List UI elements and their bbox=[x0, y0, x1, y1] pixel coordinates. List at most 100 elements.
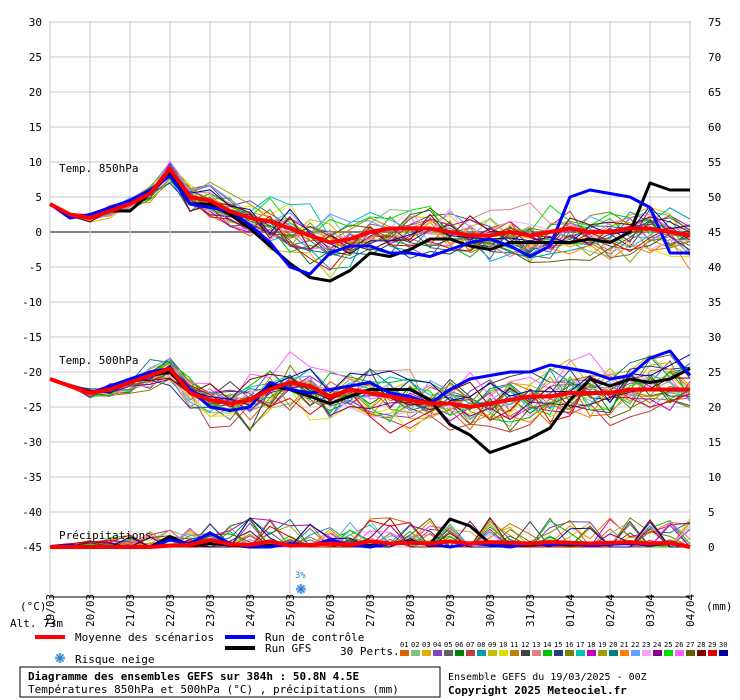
date-tick-label: 28/03 bbox=[404, 594, 417, 627]
pert-number: 01 bbox=[400, 641, 408, 649]
date-tick-label: 02/04 bbox=[604, 594, 617, 627]
right-axis-unit: (mm) bbox=[706, 600, 733, 613]
pert-number: 13 bbox=[532, 641, 540, 649]
pert-t500-line bbox=[49, 351, 691, 407]
pert-number: 10 bbox=[499, 641, 507, 649]
date-tick-label: 25/03 bbox=[284, 594, 297, 627]
pert-swatch bbox=[697, 650, 706, 656]
pert-swatch bbox=[587, 650, 596, 656]
pert-number: 02 bbox=[411, 641, 419, 649]
pert-number: 18 bbox=[587, 641, 595, 649]
pert-number: 27 bbox=[686, 641, 694, 649]
date-tick-label: 20/03 bbox=[84, 594, 97, 627]
pert-swatch bbox=[609, 650, 618, 656]
date-tick-label: 23/03 bbox=[204, 594, 217, 627]
date-tick-label: 03/04 bbox=[644, 594, 657, 627]
footer-title: Diagramme des ensembles GEFS sur 384h : … bbox=[28, 670, 359, 683]
series-t850-0 bbox=[49, 167, 691, 245]
pert-number: 07 bbox=[466, 641, 474, 649]
left-tick-label: 15 bbox=[29, 121, 42, 134]
legend-control-label: Run de contrôle bbox=[265, 631, 364, 644]
pert-swatch bbox=[444, 650, 453, 656]
altitude-label: Alt. 73m bbox=[10, 617, 63, 630]
label-t850: Temp. 850hPa bbox=[59, 162, 138, 175]
pert-swatch bbox=[598, 650, 607, 656]
left-axis-unit: (°C) bbox=[20, 600, 47, 613]
right-tick-label: 10 bbox=[708, 471, 721, 484]
perturbation-legend: 01 02 03 04 05 06 07 08 09 10 11 12 13 14 15 16 17 18 19 20… bbox=[400, 641, 728, 656]
pert-number: 14 bbox=[543, 641, 551, 649]
date-tick-label: 29/03 bbox=[444, 594, 457, 627]
pert-number: 28 bbox=[697, 641, 705, 649]
left-tick-label: -35 bbox=[22, 471, 42, 484]
pert-swatch bbox=[521, 650, 530, 656]
series-t500-1 bbox=[49, 349, 692, 412]
label-t500: Temp. 500hPa bbox=[59, 354, 138, 367]
pert-swatch bbox=[719, 650, 728, 656]
pert-swatch bbox=[510, 650, 519, 656]
left-tick-label: 0 bbox=[35, 226, 42, 239]
pert-number: 20 bbox=[609, 641, 617, 649]
pert-number: 03 bbox=[422, 641, 430, 649]
legend-mean-swatch bbox=[35, 635, 65, 639]
legend-gfs-label: Run GFS bbox=[265, 642, 311, 655]
legend-control-swatch bbox=[225, 635, 255, 639]
pert-number: 17 bbox=[576, 641, 584, 649]
series-t500-0 bbox=[49, 366, 690, 409]
date-tick-label: 24/03 bbox=[244, 594, 257, 627]
left-tick-label: -5 bbox=[29, 261, 42, 274]
right-tick-label: 75 bbox=[708, 16, 721, 29]
pert-swatch bbox=[455, 650, 464, 656]
left-tick-label: 10 bbox=[29, 156, 42, 169]
footer-run-info: Ensemble GEFS du 19/03/2025 - 00Z bbox=[448, 672, 647, 683]
pert-swatch bbox=[686, 650, 695, 656]
pert-number: 23 bbox=[642, 641, 650, 649]
pert-number: 05 bbox=[444, 641, 452, 649]
pert-number: 12 bbox=[521, 641, 529, 649]
right-tick-label: 50 bbox=[708, 191, 721, 204]
date-tick-label: 04/04 bbox=[684, 594, 697, 627]
pert-swatch bbox=[664, 650, 673, 656]
right-tick-label: 35 bbox=[708, 296, 721, 309]
right-tick-label: 0 bbox=[708, 541, 715, 554]
date-tick-label: 22/03 bbox=[164, 594, 177, 627]
pert-swatch bbox=[488, 650, 497, 656]
left-tick-label: -40 bbox=[22, 506, 42, 519]
pert-swatch bbox=[400, 650, 409, 656]
pert-number: 19 bbox=[598, 641, 606, 649]
pert-t500-line bbox=[49, 374, 691, 421]
right-tick-label: 65 bbox=[708, 86, 721, 99]
snowflake-legend-icon bbox=[55, 653, 65, 663]
pert-swatch bbox=[422, 650, 431, 656]
legend-snow-label: Risque neige bbox=[75, 653, 154, 666]
left-tick-label: -30 bbox=[22, 436, 42, 449]
pert-swatch bbox=[642, 650, 651, 656]
right-tick-label: 15 bbox=[708, 436, 721, 449]
legend-mean-label: Moyenne des scénarios bbox=[75, 631, 214, 644]
pert-number: 08 bbox=[477, 641, 485, 649]
snow-risk-value: 3% bbox=[295, 571, 306, 581]
pert-swatch bbox=[708, 650, 717, 656]
pert-swatch bbox=[433, 650, 442, 656]
pert-number: 22 bbox=[631, 641, 639, 649]
pert-swatch bbox=[653, 650, 662, 656]
pert-number: 25 bbox=[664, 641, 672, 649]
date-tick-label: 27/03 bbox=[364, 594, 377, 627]
pert-number: 09 bbox=[488, 641, 496, 649]
label-precip: Précipitations bbox=[59, 529, 152, 542]
right-tick-label: 70 bbox=[708, 51, 721, 64]
pert-swatch bbox=[543, 650, 552, 656]
pert-number: 06 bbox=[455, 641, 463, 649]
footer-copyright: Copyright 2025 Meteociel.fr bbox=[448, 684, 627, 697]
pert-number: 21 bbox=[620, 641, 628, 649]
date-tick-label: 31/03 bbox=[524, 594, 537, 627]
date-tick-label: 30/03 bbox=[484, 594, 497, 627]
pert-swatch bbox=[675, 650, 684, 656]
left-tick-label: 5 bbox=[35, 191, 42, 204]
pert-number: 16 bbox=[565, 641, 573, 649]
legend-gfs-swatch bbox=[225, 646, 255, 650]
pert-swatch bbox=[554, 650, 563, 656]
